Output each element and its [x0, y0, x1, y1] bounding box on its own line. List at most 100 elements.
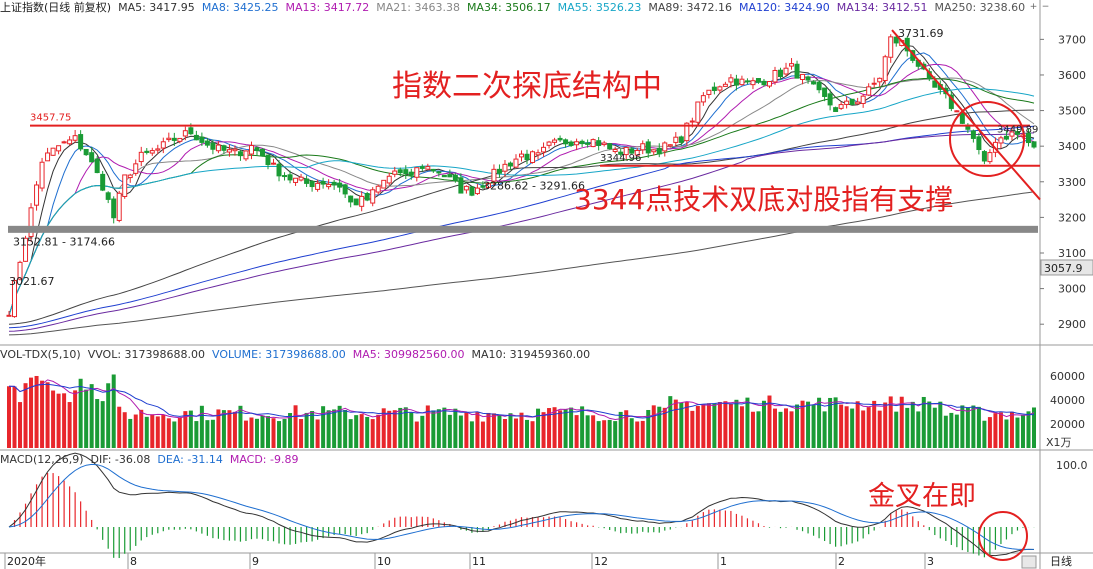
candle-body — [596, 140, 602, 146]
volume-bar — [734, 399, 739, 448]
ma-legend-item-0: MA5: 3417.95 — [118, 1, 195, 14]
volume-bar — [910, 401, 915, 448]
macd-legend-item-0: MACD(12,26,9) — [0, 453, 84, 466]
candle-body — [447, 174, 453, 178]
candle-body — [722, 83, 728, 87]
volume-bar — [993, 413, 998, 448]
label-start: 3021.67 — [9, 275, 55, 288]
volume-bar — [282, 419, 287, 448]
candle-body — [414, 167, 420, 178]
candle-body — [331, 181, 337, 186]
volume-legend: VOL-TDX(5,10) VVOL: 317398688.00 VOLUME: 3… — [0, 347, 597, 363]
volume-bar — [828, 397, 833, 448]
candle-body — [122, 174, 128, 197]
candle-body — [772, 69, 778, 83]
price-tick-label-0: 3700 — [1058, 33, 1086, 46]
candle-body — [700, 95, 706, 103]
candle-body — [199, 136, 205, 143]
candle-body — [34, 184, 40, 206]
candle-body — [673, 136, 679, 143]
candle-body — [458, 177, 464, 194]
candle-body — [833, 107, 839, 112]
candle-body — [45, 152, 51, 162]
volume-bar — [624, 410, 629, 448]
candle-body — [133, 163, 139, 174]
volume-bar — [536, 408, 541, 448]
candle-body — [1003, 135, 1009, 140]
ma-legend-item-5: MA55: 3526.23 — [557, 1, 642, 14]
volume-bar — [359, 414, 364, 448]
ma-legend-items: MA5: 3417.95 MA8: 3425.25 MA13: 3417.72 MA2… — [118, 1, 1032, 14]
candle-body — [976, 136, 982, 151]
volume-bar — [932, 407, 937, 448]
time-label-7: 2 — [838, 555, 845, 568]
volume-bar — [607, 419, 612, 448]
candle-body — [998, 137, 1004, 144]
candle-body — [507, 162, 513, 167]
volume-tick-1: 40000 — [1050, 394, 1085, 407]
candle-body — [574, 141, 580, 146]
candle-body — [144, 150, 150, 153]
volume-bar — [100, 401, 105, 448]
volume-bar — [668, 396, 673, 448]
volume-legend-item-4: MA10: 319459360.00 — [471, 348, 591, 361]
volume-bar — [111, 374, 116, 448]
macd-legend-item-3: MACD: -9.89 — [229, 453, 299, 466]
volume-bar — [12, 386, 17, 448]
candle-body — [149, 150, 155, 154]
label-high-right: 3731.69 — [898, 27, 944, 40]
volume-bar — [293, 405, 298, 448]
volume-bar — [420, 415, 425, 448]
candle-body — [662, 142, 668, 152]
volume-bar — [888, 396, 893, 448]
price-tick-label-2: 3500 — [1058, 105, 1086, 118]
dif-line — [8, 452, 1035, 557]
volume-bar — [56, 393, 61, 448]
volume-bar — [651, 405, 656, 448]
price-tick-label-6: 3100 — [1058, 247, 1086, 260]
candle-body — [1025, 132, 1031, 144]
candle-body — [370, 189, 376, 204]
volume-bar — [706, 403, 711, 448]
chart-title[interactable]: 上证指数(日线 前复权) — [0, 1, 112, 14]
candle-body — [739, 78, 745, 86]
annotation-title: 指数二次探底结构中 — [392, 69, 662, 104]
candle-body — [353, 198, 359, 206]
volume-bar — [602, 420, 607, 448]
time-label-3: 10 — [377, 555, 391, 568]
volume-bar — [750, 411, 755, 448]
volume-bar — [943, 415, 948, 448]
time-label-8: 3 — [927, 555, 934, 568]
candle-body — [634, 149, 640, 156]
candle-body — [441, 174, 447, 178]
volume-bar — [51, 390, 56, 448]
candle-body — [822, 87, 828, 97]
price-tick-label-1: 3600 — [1058, 69, 1086, 82]
volume-bar — [370, 419, 375, 448]
volume-bar — [745, 397, 750, 448]
volume-bar — [18, 402, 23, 448]
candle-body — [1009, 131, 1015, 137]
volume-bar — [326, 410, 331, 448]
volume-tick-2: 20000 — [1050, 418, 1085, 431]
candle-body — [474, 187, 480, 195]
candle-body — [667, 144, 673, 147]
zoom-in-button[interactable]: + — [1029, 2, 1038, 12]
candle-body — [23, 237, 29, 262]
macd-legend-item-2: DEA: -31.14 — [157, 453, 223, 466]
ma-legend-item-9: MA250: 3238.60 — [934, 1, 1026, 14]
candle-body — [452, 174, 458, 181]
candle-body — [78, 134, 84, 150]
candle-body — [419, 166, 425, 169]
candle-body — [656, 147, 662, 155]
volume-bar — [183, 411, 188, 448]
volume-bar — [321, 406, 326, 448]
candle-body — [618, 151, 624, 155]
candle-body — [298, 176, 304, 181]
zoom-out-button[interactable]: − — [1041, 2, 1050, 12]
volume-bar — [78, 378, 83, 448]
ma-line-89 — [8, 109, 1034, 325]
candle-body — [684, 122, 690, 142]
volume-bar — [690, 410, 695, 448]
